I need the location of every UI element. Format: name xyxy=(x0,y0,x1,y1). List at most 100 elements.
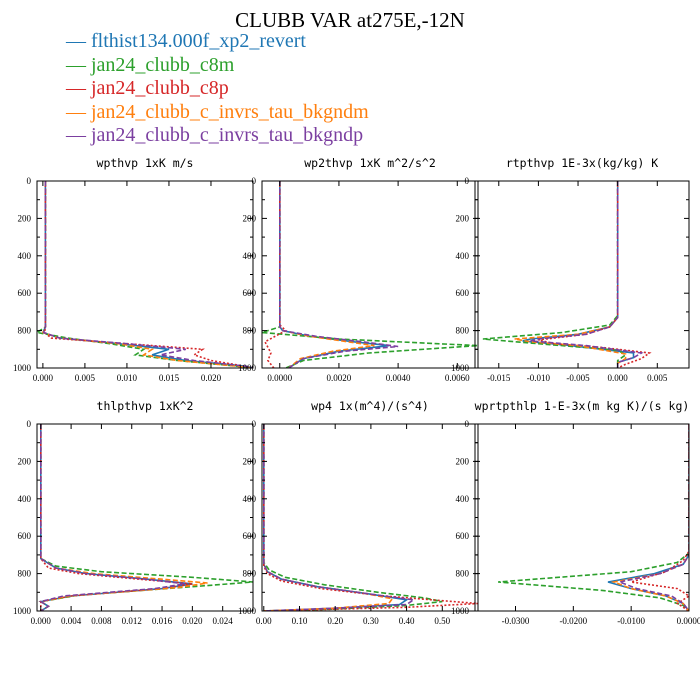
y-tick-label: 0 xyxy=(27,419,32,429)
series-line xyxy=(482,181,628,368)
y-tick-label: 200 xyxy=(456,456,470,466)
x-tick-label: 0.005 xyxy=(75,373,96,383)
series-line xyxy=(616,424,689,611)
chart-title: wp2thvp 1xK m^2/s^2 xyxy=(304,156,436,170)
y-tick-label: 1000 xyxy=(13,606,32,616)
x-tick-label: 0.020 xyxy=(201,373,222,383)
plot-frame xyxy=(36,423,254,612)
series-line xyxy=(538,181,652,368)
series-line xyxy=(42,181,253,368)
chart-panel: wprtpthlp 1-E-3x(m kg K)/(s kg) 0 200 400 60… xyxy=(451,399,700,626)
x-tick-label: 0.0040 xyxy=(386,373,411,383)
x-tick-label: 0.0000 xyxy=(267,373,292,383)
y-tick-label: 800 xyxy=(243,569,257,579)
y-tick-label: 200 xyxy=(456,213,470,223)
legend-item: — jan24_clubb_c8m xyxy=(66,53,235,76)
y-tick-label: 0 xyxy=(465,419,470,429)
x-tick-label: 0.024 xyxy=(213,616,234,626)
x-tick-label: 0.30 xyxy=(363,616,379,626)
y-tick-label: 200 xyxy=(18,213,32,223)
series-line xyxy=(610,424,689,611)
legend: — flthist134.000f_xp2_revert — jan24_clu… xyxy=(66,30,369,148)
y-tick-label: 800 xyxy=(18,569,32,579)
figure-title: CLUBB VAR at275E,-12N xyxy=(235,8,465,32)
y-tick-label: 1000 xyxy=(238,606,257,616)
series-line xyxy=(262,424,416,611)
legend-item: — flthist134.000f_xp2_revert xyxy=(66,30,306,52)
y-tick-label: 800 xyxy=(456,569,470,579)
y-tick-label: 600 xyxy=(456,531,470,541)
series-line xyxy=(38,424,185,611)
y-tick-label: 200 xyxy=(243,456,257,466)
series-line xyxy=(278,181,399,368)
y-tick-label: 400 xyxy=(456,251,470,261)
x-tick-label: 0.020 xyxy=(182,616,203,626)
y-tick-label: 400 xyxy=(243,251,257,261)
chart-title: thlpthvp 1xK^2 xyxy=(97,399,194,413)
chart-title: wprtpthlp 1-E-3x(m kg K)/(s kg) xyxy=(475,399,690,413)
y-tick-label: 600 xyxy=(18,531,32,541)
series-line xyxy=(262,424,394,611)
y-tick-label: 400 xyxy=(18,494,32,504)
y-tick-label: 600 xyxy=(18,288,32,298)
x-tick-label: 0.10 xyxy=(292,616,308,626)
chart-panel: wp2thvp 1xK m^2/s^2020040060080010000.00… xyxy=(238,156,479,383)
chart-title: wpthvp 1xK m/s xyxy=(97,156,194,170)
chart-panel: rtpthvp 1E-3x(kg/kg) K 0 200 400 600 800 1000 -… xyxy=(451,156,690,383)
y-tick-label: 1000 xyxy=(451,606,470,616)
series-line xyxy=(262,424,409,611)
y-tick-label: 600 xyxy=(243,531,257,541)
y-tick-label: 800 xyxy=(243,326,257,336)
x-tick-label: 0.0020 xyxy=(327,373,352,383)
series-line xyxy=(38,424,253,611)
x-tick-label: 0.0060 xyxy=(445,373,470,383)
chart-title: rtpthvp 1E-3x(kg/kg) K xyxy=(506,156,658,170)
y-tick-label: 0 xyxy=(27,176,32,186)
y-tick-label: 0 xyxy=(252,419,257,429)
series-line xyxy=(530,181,644,368)
series-line xyxy=(262,181,478,368)
x-tick-label: -0.0300 xyxy=(502,616,530,626)
series-line xyxy=(39,424,193,611)
series-line xyxy=(263,181,288,368)
plot-frame xyxy=(474,180,690,369)
legend-item: — jan24_clubb_c_invrs_tau_bkgndm xyxy=(66,100,369,123)
series-line xyxy=(498,424,689,611)
y-tick-label: 800 xyxy=(456,326,470,336)
y-tick-label: 400 xyxy=(243,494,257,504)
y-tick-label: 1000 xyxy=(238,363,257,373)
x-tick-label: 0.010 xyxy=(117,373,138,383)
y-tick-label: 800 xyxy=(18,326,32,336)
x-tick-label: 0.015 xyxy=(159,373,180,383)
y-tick-label: 400 xyxy=(18,251,32,261)
x-tick-label: 0.20 xyxy=(327,616,343,626)
y-tick-label: 0 xyxy=(465,176,470,186)
x-tick-label: 0.004 xyxy=(61,616,82,626)
x-tick-label: 0.000 xyxy=(608,373,629,383)
series-line xyxy=(37,181,253,368)
x-tick-label: -0.005 xyxy=(566,373,590,383)
y-tick-label: 1000 xyxy=(451,363,470,373)
plot-frame xyxy=(36,180,254,369)
chart-title: wp4 1x(m^4)/(s^4) xyxy=(311,399,429,413)
x-tick-label: -0.015 xyxy=(487,373,511,383)
series-line xyxy=(607,424,689,611)
series-line xyxy=(630,424,689,611)
x-tick-label: 0.012 xyxy=(122,616,142,626)
legend-item: — jan24_clubb_c8p xyxy=(66,77,229,99)
x-tick-label: -0.0200 xyxy=(559,616,587,626)
x-tick-label: 0.0000 xyxy=(677,616,700,626)
y-tick-label: 1000 xyxy=(13,363,32,373)
y-tick-label: 600 xyxy=(456,288,470,298)
x-tick-label: 0.40 xyxy=(399,616,415,626)
x-tick-label: -0.0100 xyxy=(617,616,645,626)
x-tick-label: 0.00 xyxy=(256,616,272,626)
y-tick-label: 200 xyxy=(243,213,257,223)
x-tick-label: 0.000 xyxy=(31,616,52,626)
y-tick-label: 0 xyxy=(252,176,257,186)
plot-frame xyxy=(261,423,479,612)
y-tick-label: 200 xyxy=(18,456,32,466)
